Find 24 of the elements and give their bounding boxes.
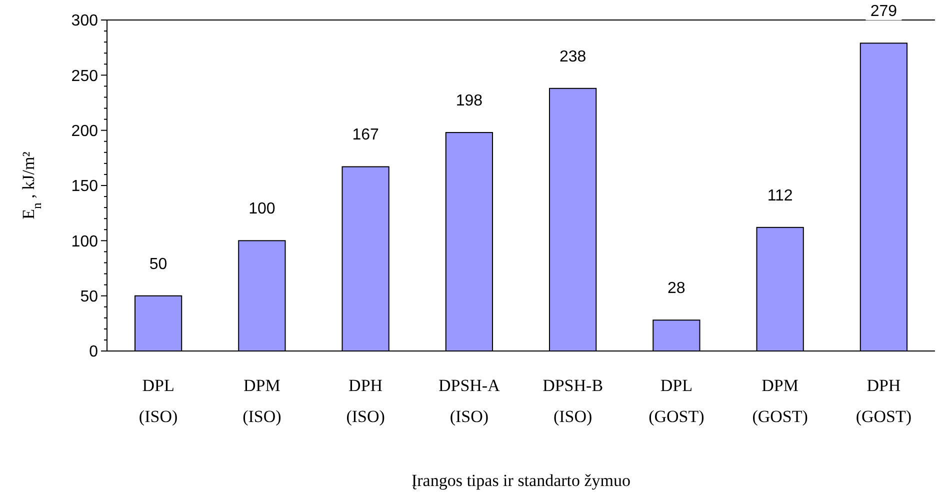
y-tick-label: 0 <box>89 344 98 361</box>
y-tick-label: 200 <box>71 122 98 140</box>
x-tick-label: DPL (ISO) <box>138 376 178 426</box>
data-label: 198 <box>456 92 483 110</box>
data-label: 50 <box>149 256 168 273</box>
data-label: 100 <box>248 200 276 218</box>
x-tick-label: DPL (GOST) <box>648 376 704 426</box>
y-tick-label: 50 <box>80 288 98 306</box>
y-tick-label: 150 <box>71 178 98 196</box>
data-label: 238 <box>559 48 586 66</box>
y-tick-label: 100 <box>71 233 98 250</box>
y-tick-label: 250 <box>71 68 98 85</box>
x-tick-label: DPSH-B (ISO) <box>542 376 604 426</box>
data-label: 28 <box>668 280 686 298</box>
data-label: 167 <box>352 126 379 144</box>
y-tick-label: 300 <box>71 12 98 30</box>
x-tick-label: DPSH-A (ISO) <box>438 376 501 426</box>
data-label: 112 <box>767 187 793 204</box>
x-tick-label: DPH (GOST) <box>856 376 912 426</box>
x-tick-label: DPH (ISO) <box>346 376 385 426</box>
data-label: 279 <box>870 3 898 20</box>
x-axis-title: Įrangos tipas ir standarto žymuo <box>411 471 631 490</box>
x-tick-label: DPM (ISO) <box>242 376 282 426</box>
x-tick-label: DPM (GOST) <box>752 376 808 426</box>
